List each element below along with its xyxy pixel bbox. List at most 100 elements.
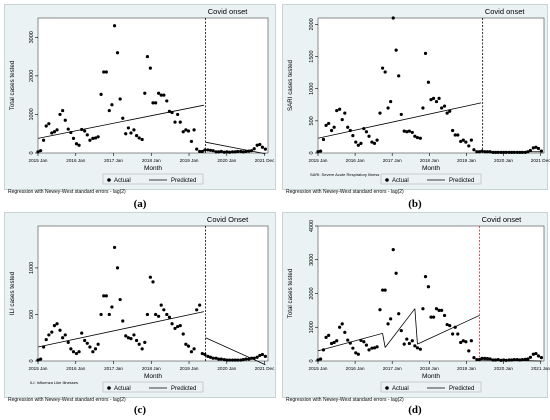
data-point xyxy=(222,150,226,154)
legend-box xyxy=(102,381,204,393)
data-point xyxy=(364,130,369,134)
data-point xyxy=(327,121,331,126)
data-point xyxy=(372,346,377,350)
x-tick-label: 2019 Jan xyxy=(180,366,199,371)
data-point xyxy=(124,132,128,136)
data-point xyxy=(526,150,530,154)
x-tick-label: 2015 Jan xyxy=(309,158,328,163)
x-tick-label: 2020 Jan xyxy=(494,366,513,371)
y-tick-label: 1000 xyxy=(309,321,315,333)
legend-predicted-label: Predicted xyxy=(171,386,196,392)
data-point xyxy=(121,116,125,120)
chart-a: 0 1000 2000 3000 2015 Jan 2016 Jan 2017 Jan 201… xyxy=(8,7,275,195)
data-point xyxy=(203,148,207,152)
data-point xyxy=(362,126,366,131)
data-point xyxy=(217,150,221,154)
data-point xyxy=(214,356,218,360)
legend-predicted-label: Predicted xyxy=(449,386,474,392)
data-point xyxy=(389,317,393,321)
data-point xyxy=(118,97,122,101)
data-point xyxy=(69,347,73,351)
data-point xyxy=(115,51,120,55)
data-point xyxy=(239,149,243,154)
x-tick-label: 2017 Jan xyxy=(104,158,123,163)
data-point xyxy=(260,352,265,357)
data-point xyxy=(453,325,457,329)
data-point xyxy=(178,324,182,328)
data-point xyxy=(181,332,185,336)
data-point xyxy=(159,93,163,97)
data-point xyxy=(66,127,70,131)
data-point xyxy=(453,133,457,137)
legend-box xyxy=(102,173,204,185)
x-tick-label: 2015 Jan xyxy=(29,366,48,371)
data-point xyxy=(236,358,240,362)
data-point xyxy=(74,351,79,356)
data-point xyxy=(394,48,398,52)
x-tick-label: 2019 Jan xyxy=(180,158,199,163)
data-point xyxy=(52,130,57,134)
data-point xyxy=(124,334,128,338)
plot-area xyxy=(37,225,269,362)
data-point xyxy=(423,51,428,55)
data-point xyxy=(359,141,363,145)
legend-actual-label: Actual xyxy=(114,386,131,392)
panel-a: 0 1000 2000 3000 2015 Jan 2016 Jan 2017 Jan 201… xyxy=(4,4,276,195)
legend-actual-marker xyxy=(107,386,111,390)
data-point xyxy=(230,150,235,154)
data-point xyxy=(391,16,395,20)
data-point xyxy=(421,106,425,110)
data-point xyxy=(71,136,76,140)
data-point xyxy=(461,339,465,343)
data-point xyxy=(343,330,347,334)
legend-actual-label: Actual xyxy=(114,178,131,184)
data-point xyxy=(132,333,136,337)
data-point xyxy=(47,122,51,126)
legend-box xyxy=(380,381,482,393)
data-point xyxy=(137,342,141,346)
data-point xyxy=(515,358,519,362)
data-point xyxy=(493,358,498,362)
data-point xyxy=(512,358,516,362)
data-point xyxy=(415,135,420,140)
data-point xyxy=(469,339,473,343)
data-point xyxy=(531,146,535,150)
data-point xyxy=(203,352,207,357)
data-point xyxy=(354,351,358,355)
data-point xyxy=(534,351,538,356)
data-point xyxy=(107,108,111,113)
chart-d: 0 1000 2000 3000 4000 2015 Jan 2016 Jan 2017 Ja… xyxy=(286,215,550,403)
x-tick-label: 2017 Jan xyxy=(383,158,402,163)
data-point xyxy=(39,149,43,153)
data-point xyxy=(383,288,387,292)
data-point xyxy=(496,150,500,154)
data-point xyxy=(258,142,262,147)
data-point xyxy=(219,357,223,361)
data-point xyxy=(44,124,48,128)
x-tick-label: 2018 Jan xyxy=(142,158,161,163)
data-point xyxy=(534,145,538,149)
data-point xyxy=(440,308,444,312)
data-point xyxy=(536,354,541,358)
data-point xyxy=(351,346,355,350)
data-point xyxy=(88,345,92,349)
data-point xyxy=(391,248,395,252)
data-point xyxy=(195,308,199,312)
data-point xyxy=(445,322,449,327)
data-point xyxy=(247,357,251,361)
data-point xyxy=(167,109,172,113)
data-point xyxy=(480,149,484,153)
chart-c: 0 500 1000 2015 Jan 2016 Jan 2017 Jan 2018 Jan… xyxy=(8,215,275,403)
data-point xyxy=(316,358,320,362)
data-point xyxy=(539,356,544,360)
y-tick-label: 2000 xyxy=(309,18,315,30)
y-tick-label: 1000 xyxy=(29,262,35,274)
data-point xyxy=(217,357,221,361)
data-point xyxy=(206,148,210,152)
predicted-line xyxy=(37,311,205,348)
data-point xyxy=(239,358,243,362)
data-point xyxy=(410,130,414,135)
data-point xyxy=(340,117,344,122)
data-point xyxy=(184,342,188,346)
y-tick-label: 0 xyxy=(29,359,35,362)
